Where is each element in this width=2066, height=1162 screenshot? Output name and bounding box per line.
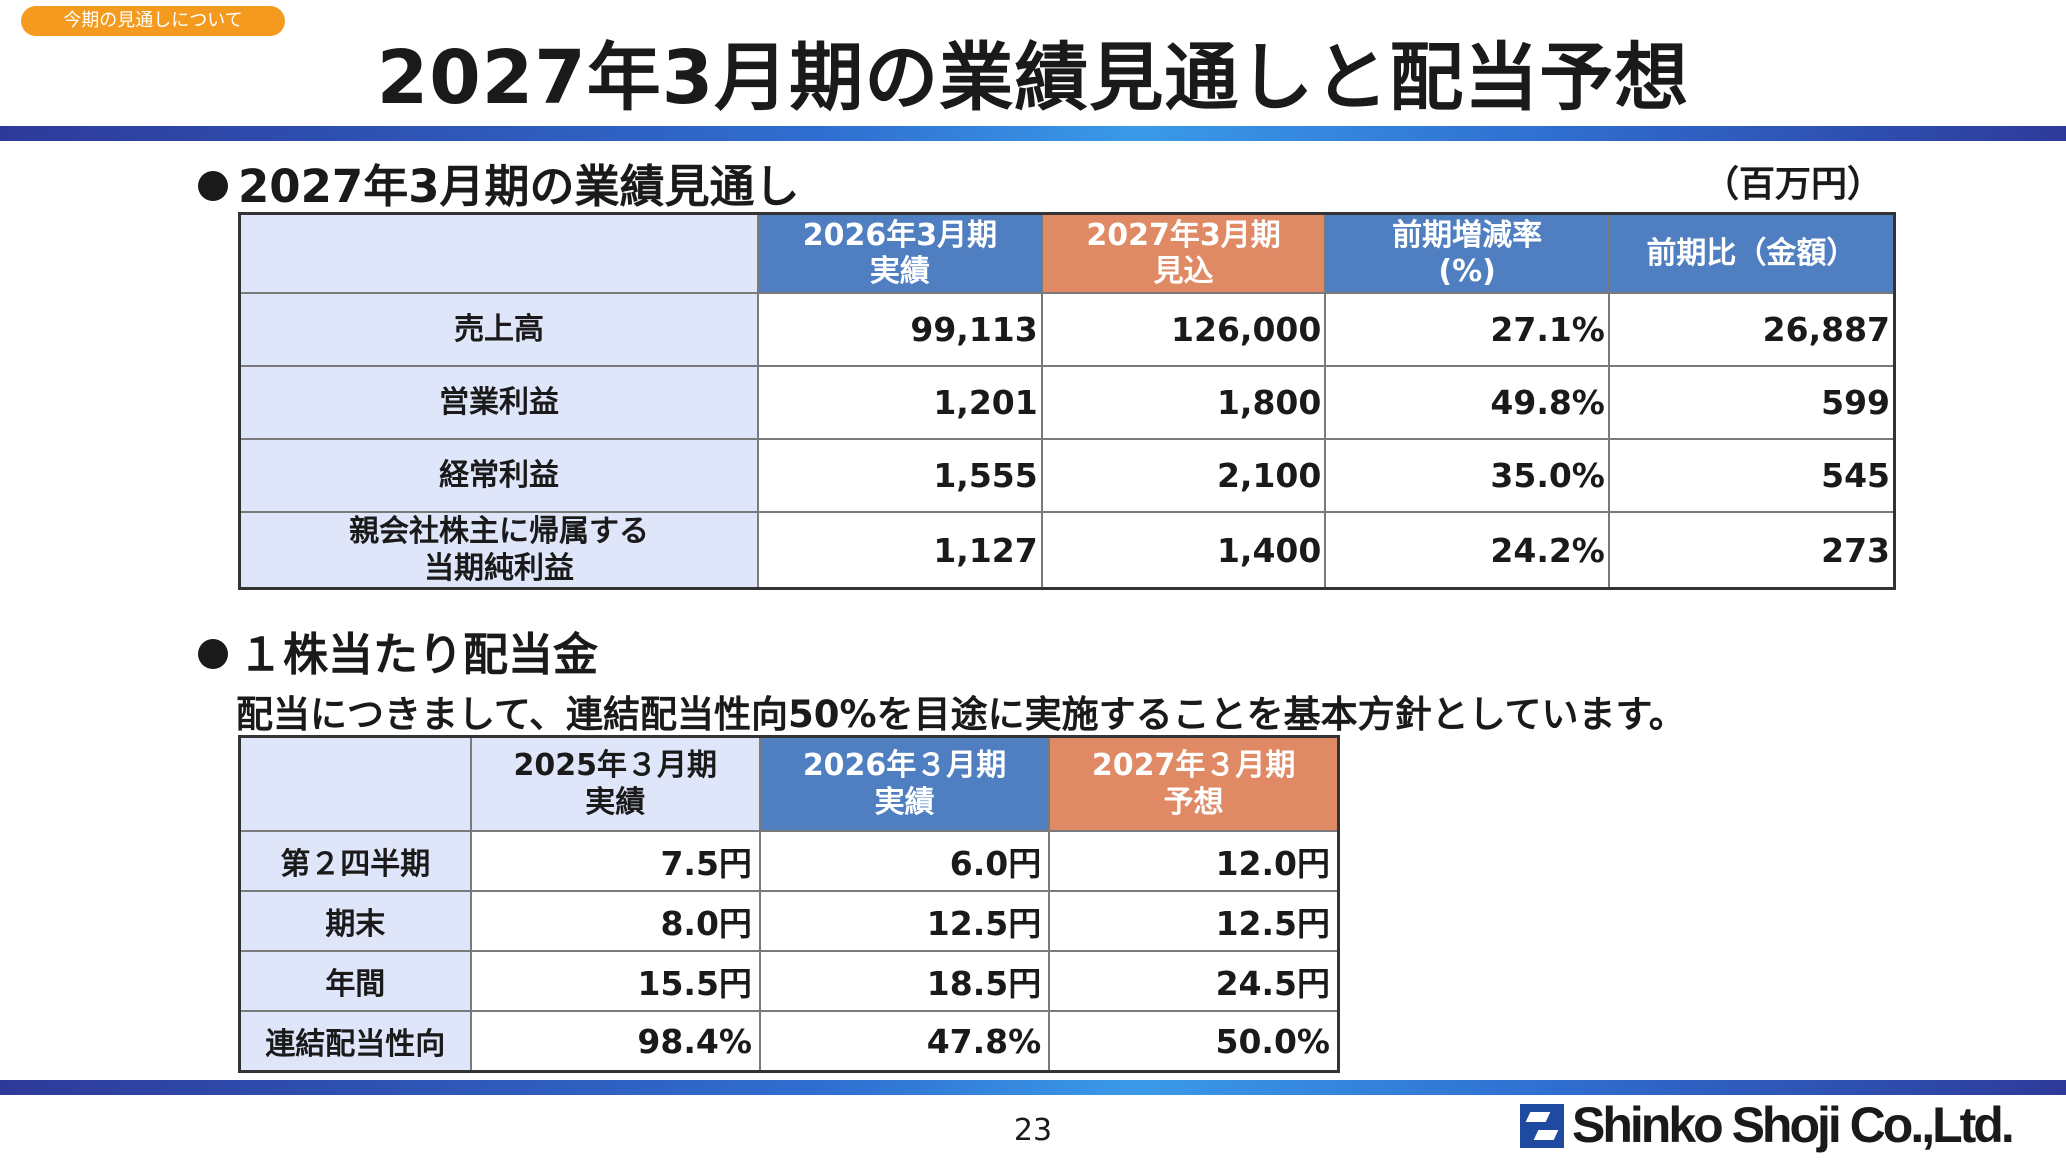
forecast-col-header: 2027年3月期 見込	[1040, 212, 1327, 294]
table-row: 親会社株主に帰属する 当期純利益 1,127 1,400 24.2% 273	[238, 511, 1896, 590]
logo-text: Shinko Shoji Co.,Ltd.	[1572, 1097, 2015, 1153]
bullet-icon	[198, 639, 228, 669]
row-label: 第２四半期	[238, 830, 472, 892]
dividend-col-header: 2025年３月期 実績	[469, 735, 761, 832]
value-cell: 7.5円	[469, 830, 761, 892]
value-cell: 99,113	[757, 292, 1043, 367]
value-cell: 545	[1607, 438, 1896, 513]
value-cell: 50.0%	[1048, 1010, 1340, 1073]
table-row: 期末 8.0円 12.5円 12.5円	[238, 890, 1340, 952]
table-row: 連結配当性向 98.4% 47.8% 50.0%	[238, 1010, 1340, 1073]
value-cell: 12.5円	[758, 890, 1051, 952]
section1-heading-text: 2027年3月期の業績見通し	[238, 160, 800, 213]
table-row: 第２四半期 7.5円 6.0円 12.0円	[238, 830, 1340, 892]
table-row: 営業利益 1,201 1,800 49.8% 599	[238, 365, 1896, 440]
section-tag: 今期の見通しについて	[21, 6, 285, 36]
value-cell: 98.4%	[469, 1010, 761, 1073]
value-cell: 1,400	[1040, 511, 1327, 590]
value-cell: 35.0%	[1324, 438, 1610, 513]
value-cell: 1,201	[757, 365, 1043, 440]
dividend-header-row: 2025年３月期 実績 2026年３月期 実績 2027年３月期 予想	[238, 735, 1340, 832]
value-cell: 1,800	[1040, 365, 1327, 440]
logo-mark-icon	[1520, 1104, 1564, 1148]
value-cell: 47.8%	[758, 1010, 1051, 1073]
forecast-col-header: 前期増減率 (%)	[1324, 212, 1610, 294]
section2-heading-text: １株当たり配当金	[238, 628, 599, 681]
forecast-corner-cell	[238, 212, 760, 294]
table-row: 経常利益 1,555 2,100 35.0% 545	[238, 438, 1896, 513]
bullet-icon	[198, 171, 228, 201]
value-cell: 27.1%	[1324, 292, 1610, 367]
dividend-col-header: 2027年３月期 予想	[1048, 735, 1340, 832]
row-label: 売上高	[238, 292, 760, 367]
value-cell: 599	[1607, 365, 1896, 440]
value-cell: 18.5円	[758, 950, 1051, 1012]
value-cell: 2,100	[1040, 438, 1327, 513]
forecast-table: 2026年3月期 実績 2027年3月期 見込 前期増減率 (%) 前期比（金額） 売…	[238, 212, 1896, 590]
value-cell: 12.5円	[1048, 890, 1340, 952]
value-cell: 1,127	[757, 511, 1043, 590]
row-label: 連結配当性向	[238, 1010, 472, 1073]
row-label: 期末	[238, 890, 472, 952]
value-cell: 273	[1607, 511, 1896, 590]
row-label: 経常利益	[238, 438, 760, 513]
section2-heading: １株当たり配当金	[198, 618, 598, 683]
value-cell: 49.8%	[1324, 365, 1610, 440]
forecast-header-row: 2026年3月期 実績 2027年3月期 見込 前期増減率 (%) 前期比（金額）	[238, 212, 1896, 294]
value-cell: 12.0円	[1048, 830, 1340, 892]
row-label: 年間	[238, 950, 472, 1012]
bottom-divider-band	[0, 1080, 2066, 1095]
company-logo: Shinko Shoji Co.,Ltd.	[1520, 1097, 2050, 1160]
page-number: 23	[1013, 1113, 1053, 1148]
dividend-corner-cell	[238, 735, 472, 832]
unit-label: （百万円）	[1702, 164, 1883, 205]
value-cell: 24.2%	[1324, 511, 1610, 590]
dividend-table: 2025年３月期 実績 2026年３月期 実績 2027年３月期 予想 第２四半期 7…	[238, 735, 1340, 1073]
row-label: 営業利益	[238, 365, 760, 440]
table-row: 売上高 99,113 126,000 27.1% 26,887	[238, 292, 1896, 367]
forecast-col-header: 2026年3月期 実績	[757, 212, 1043, 294]
value-cell: 15.5円	[469, 950, 761, 1012]
forecast-col-header: 前期比（金額）	[1607, 212, 1896, 294]
value-cell: 1,555	[757, 438, 1043, 513]
value-cell: 126,000	[1040, 292, 1327, 367]
page-title: 2027年3月期の業績見通しと配当予想	[376, 35, 1690, 121]
dividend-policy-text: 配当につきまして、連結配当性向50%を目途に実施することを基本方針としています。	[236, 693, 1686, 736]
value-cell: 6.0円	[758, 830, 1051, 892]
value-cell: 24.5円	[1048, 950, 1340, 1012]
value-cell: 26,887	[1607, 292, 1896, 367]
row-label: 親会社株主に帰属する 当期純利益	[238, 511, 760, 590]
section1-heading: 2027年3月期の業績見通し	[198, 150, 800, 215]
value-cell: 8.0円	[469, 890, 761, 952]
top-divider-band	[0, 126, 2066, 141]
dividend-col-header: 2026年３月期 実績	[758, 735, 1051, 832]
table-row: 年間 15.5円 18.5円 24.5円	[238, 950, 1340, 1012]
